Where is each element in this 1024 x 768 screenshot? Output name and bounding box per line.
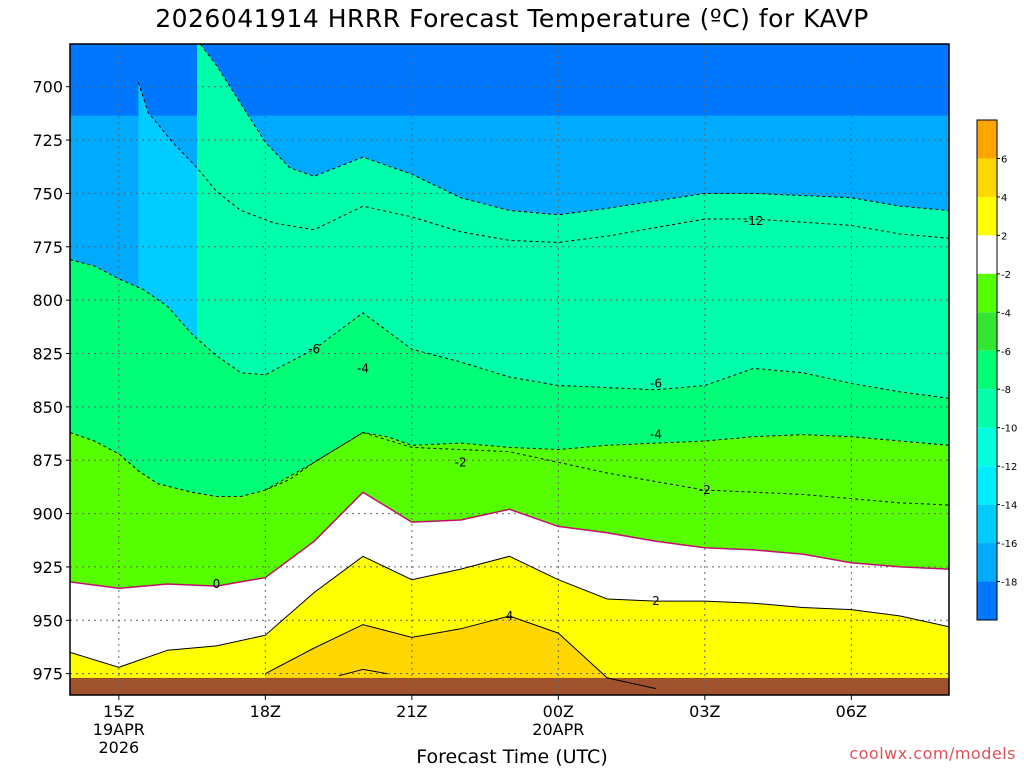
colorbar-label: -18 xyxy=(1001,578,1017,589)
temperature-fill-layer xyxy=(70,44,949,695)
y-tick-label: 850 xyxy=(32,398,63,417)
contour-label: -6 xyxy=(308,342,320,356)
colorbar-swatch xyxy=(977,273,997,313)
colorbar-label: -8 xyxy=(1001,385,1011,396)
colorbar-swatch xyxy=(977,350,997,390)
colorbar-label: -4 xyxy=(1001,308,1011,319)
contour-label: -2 xyxy=(455,455,467,469)
colorbar-label: 6 xyxy=(1001,154,1007,165)
colorbar-swatch xyxy=(977,581,997,620)
y-tick-label: 800 xyxy=(32,291,63,310)
y-tick-label: 900 xyxy=(32,505,63,524)
contour-line xyxy=(70,491,949,590)
contour-label: -6 xyxy=(650,376,662,390)
colorbar-label: -14 xyxy=(1001,501,1017,512)
colorbar-swatch xyxy=(977,543,997,582)
x-tick-label: 00Z xyxy=(543,702,574,721)
colorbar-swatch xyxy=(977,158,997,197)
contour-label: -12 xyxy=(744,214,764,228)
colorbar-swatch xyxy=(977,504,997,544)
colorbar-swatch xyxy=(977,466,997,505)
x-tick-label: 06Z xyxy=(836,702,867,721)
colorbar-swatch xyxy=(977,389,997,428)
contour-lines-layer xyxy=(70,44,949,690)
y-tick-label: 725 xyxy=(32,131,63,150)
contour-label: -4 xyxy=(357,361,369,375)
plot-frame xyxy=(69,43,950,696)
contour-label: 4 xyxy=(506,609,514,623)
colorbar-swatch xyxy=(977,235,997,274)
colorbar-label: 2 xyxy=(1001,231,1007,242)
contour-line xyxy=(265,615,657,690)
contour-line xyxy=(70,555,949,668)
y-tick-label: 700 xyxy=(32,78,63,97)
grid-layer xyxy=(70,44,949,695)
terrain-ground xyxy=(70,677,949,695)
x-tick-label: 18Z xyxy=(250,702,281,721)
x-tick-label: 15Z xyxy=(103,702,134,721)
y-axis: 700 725 750 775 800 825 850 875 900 925 950 975 xyxy=(32,78,70,684)
x-date-label: 19APR xyxy=(93,720,145,739)
x-date-label: 2026 xyxy=(98,738,139,757)
x-date-label: 20APR xyxy=(532,720,584,739)
x-axis-title: Forecast Time (UTC) xyxy=(416,746,608,768)
colorbar-frame xyxy=(976,119,998,621)
colorbar-swatch xyxy=(977,196,997,236)
contour-label: -4 xyxy=(650,428,662,442)
colorbar-label: -6 xyxy=(1001,347,1011,358)
colorbar-label: -12 xyxy=(1001,462,1017,473)
source-credit[interactable]: coolwx.com/models xyxy=(849,744,1016,763)
terrain-layer xyxy=(70,677,949,695)
colorbar: 6 4 2 -2 -4 -6 -8 -10 -12 -14 -16 -18 xyxy=(976,119,1017,621)
y-tick-label: 875 xyxy=(32,451,63,470)
contour-labels-layer: -12 -6 -4 -6 -4 -2 -2 0 2 4 xyxy=(213,214,764,623)
x-tick-label: 03Z xyxy=(689,702,720,721)
y-tick-label: 925 xyxy=(32,558,63,577)
colorbar-swatch xyxy=(977,312,997,351)
colorbar-label: -10 xyxy=(1001,424,1017,435)
contour-line xyxy=(338,668,388,677)
contour-label: -2 xyxy=(699,483,711,497)
y-tick-label: 750 xyxy=(32,184,63,203)
colorbar-swatch xyxy=(977,120,997,159)
colorbar-swatch xyxy=(977,427,997,467)
x-tick-label: 21Z xyxy=(396,702,427,721)
y-tick-label: 975 xyxy=(32,665,63,684)
y-tick-label: 775 xyxy=(32,238,63,257)
y-tick-label: 950 xyxy=(32,611,63,630)
y-tick-label: 825 xyxy=(32,344,63,363)
contour-line xyxy=(265,431,949,506)
contour-label: 0 xyxy=(213,577,221,591)
chart-title: 2026041914 HRRR Forecast Temperature (ºC… xyxy=(155,4,869,33)
contour-line xyxy=(70,259,949,399)
colorbar-label: -2 xyxy=(1001,270,1011,281)
contour-label: 2 xyxy=(652,594,660,608)
contour-line xyxy=(199,44,949,216)
colorbar-label: 4 xyxy=(1001,193,1007,204)
colorbar-label: -16 xyxy=(1001,539,1017,550)
contour-line xyxy=(70,431,949,497)
